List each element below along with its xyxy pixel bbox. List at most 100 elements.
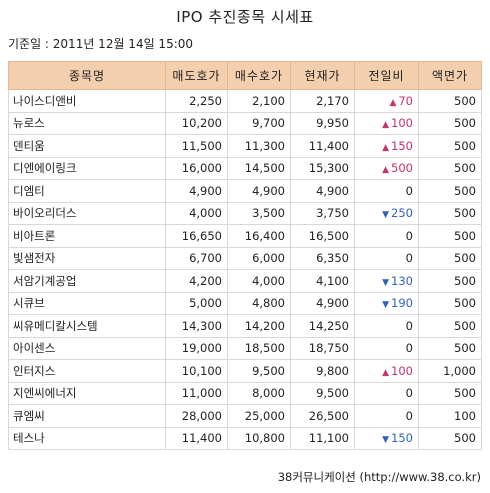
up-arrow-icon: ▲ <box>382 367 390 378</box>
stock-name-cell: 큐엠씨 <box>8 404 166 428</box>
stock-name-cell: 디엔에이링크 <box>8 156 166 180</box>
bid-price-cell: 14,200 <box>227 314 291 338</box>
bid-price-cell: 4,000 <box>227 269 291 293</box>
table-row: 비아트론 16,650 16,400 16,500 0 500 <box>8 224 482 248</box>
par-value-cell: 500 <box>418 89 482 113</box>
up-arrow-icon: ▲ <box>382 142 390 153</box>
column-header-change: 전일비 <box>354 61 419 90</box>
current-price-cell: 2,170 <box>290 89 355 113</box>
table-row: 디엔에이링크 16,000 14,500 15,300 ▲ 500 500 <box>8 156 482 180</box>
table-row: 시큐브 5,000 4,800 4,900 ▼ 190 500 <box>8 291 482 315</box>
table-body: 나이스디앤비 2,250 2,100 2,170 ▲ 70 500 뉴로스 10,200 9,70… <box>8 89 482 450</box>
down-arrow-icon: ▼ <box>382 300 390 311</box>
stock-name-cell: 디엠티 <box>8 179 166 203</box>
column-header-bid: 매수호가 <box>227 61 291 90</box>
stock-name-cell: 테스나 <box>8 426 166 450</box>
ask-price-cell: 4,200 <box>165 269 228 293</box>
change-cell: 0 <box>354 336 419 360</box>
par-value-cell: 500 <box>418 224 482 248</box>
table-row: 나이스디앤비 2,250 2,100 2,170 ▲ 70 500 <box>8 89 482 113</box>
par-value-cell: 500 <box>418 269 482 293</box>
par-value-cell: 500 <box>418 314 482 338</box>
current-price-cell: 18,750 <box>290 336 355 360</box>
table-row: 인터지스 10,100 9,500 9,800 ▲ 100 1,000 <box>8 359 482 383</box>
change-cell: ▼ 130 <box>354 269 419 293</box>
column-header-name: 종목명 <box>8 61 166 90</box>
bid-price-cell: 25,000 <box>227 404 291 428</box>
bid-price-cell: 10,800 <box>227 426 291 450</box>
change-cell: 0 <box>354 381 419 405</box>
change-cell: ▲ 100 <box>354 111 419 135</box>
par-value-cell: 100 <box>418 404 482 428</box>
ask-price-cell: 14,300 <box>165 314 228 338</box>
change-cell: ▲ 70 <box>354 89 419 113</box>
source-credit: 38커뮤니케이션 (http://www.38.co.kr) <box>277 470 481 484</box>
up-arrow-icon: ▲ <box>382 120 390 131</box>
table-row: 지엔씨에너지 11,000 8,000 9,500 0 500 <box>8 381 482 405</box>
change-cell: ▲ 100 <box>354 359 419 383</box>
change-cell: ▲ 500 <box>354 156 419 180</box>
bid-price-cell: 6,000 <box>227 246 291 270</box>
table-row: 아이센스 19,000 18,500 18,750 0 500 <box>8 336 482 360</box>
stock-name-cell: 아이센스 <box>8 336 166 360</box>
bid-price-cell: 18,500 <box>227 336 291 360</box>
current-price-cell: 16,500 <box>290 224 355 248</box>
par-value-cell: 500 <box>418 426 482 450</box>
change-value: 0 <box>405 251 413 266</box>
change-cell: ▲ 150 <box>354 134 419 158</box>
current-price-cell: 9,950 <box>290 111 355 135</box>
change-value: 0 <box>405 341 413 356</box>
change-value: 0 <box>405 183 413 198</box>
bid-price-cell: 4,800 <box>227 291 291 315</box>
change-value: 190 <box>391 296 413 311</box>
ask-price-cell: 10,100 <box>165 359 228 383</box>
stock-name-cell: 지엔씨에너지 <box>8 381 166 405</box>
stock-name-cell: 빛샘전자 <box>8 246 166 270</box>
par-value-cell: 500 <box>418 381 482 405</box>
par-value-cell: 500 <box>418 246 482 270</box>
table-header-row: 종목명 매도호가 매수호가 현재가 전일비 액면가 <box>8 61 482 90</box>
ask-price-cell: 16,000 <box>165 156 228 180</box>
change-value: 70 <box>398 93 413 108</box>
table-row: 디엠티 4,900 4,900 4,900 0 500 <box>8 179 482 203</box>
ask-price-cell: 11,000 <box>165 381 228 405</box>
ask-price-cell: 10,200 <box>165 111 228 135</box>
par-value-cell: 500 <box>418 134 482 158</box>
down-arrow-icon: ▼ <box>382 210 390 221</box>
stock-name-cell: 인터지스 <box>8 359 166 383</box>
up-arrow-icon: ▲ <box>389 97 397 108</box>
par-value-cell: 500 <box>418 156 482 180</box>
current-price-cell: 11,100 <box>290 426 355 450</box>
ask-price-cell: 4,900 <box>165 179 228 203</box>
bid-price-cell: 9,700 <box>227 111 291 135</box>
stock-name-cell: 서암기계공업 <box>8 269 166 293</box>
par-value-cell: 500 <box>418 336 482 360</box>
up-arrow-icon: ▲ <box>382 165 390 176</box>
ask-price-cell: 11,400 <box>165 426 228 450</box>
down-arrow-icon: ▼ <box>382 435 390 446</box>
change-cell: ▼ 250 <box>354 201 419 225</box>
change-value: 150 <box>391 138 413 153</box>
bid-price-cell: 11,300 <box>227 134 291 158</box>
change-cell: 0 <box>354 179 419 203</box>
ask-price-cell: 11,500 <box>165 134 228 158</box>
bid-price-cell: 4,900 <box>227 179 291 203</box>
table-row: 덴티움 11,500 11,300 11,400 ▲ 150 500 <box>8 134 482 158</box>
change-value: 0 <box>405 318 413 333</box>
par-value-cell: 500 <box>418 179 482 203</box>
current-price-cell: 4,900 <box>290 179 355 203</box>
current-price-cell: 6,350 <box>290 246 355 270</box>
ask-price-cell: 16,650 <box>165 224 228 248</box>
table-row: 뉴로스 10,200 9,700 9,950 ▲ 100 500 <box>8 111 482 135</box>
down-arrow-icon: ▼ <box>382 277 390 288</box>
current-price-cell: 14,250 <box>290 314 355 338</box>
column-header-par: 액면가 <box>418 61 482 90</box>
current-price-cell: 15,300 <box>290 156 355 180</box>
ask-price-cell: 19,000 <box>165 336 228 360</box>
change-value: 0 <box>405 386 413 401</box>
change-value: 150 <box>391 431 413 446</box>
change-cell: 0 <box>354 224 419 248</box>
table-row: 씨유메디칼시스템 14,300 14,200 14,250 0 500 <box>8 314 482 338</box>
stock-name-cell: 나이스디앤비 <box>8 89 166 113</box>
change-cell: ▼ 150 <box>354 426 419 450</box>
